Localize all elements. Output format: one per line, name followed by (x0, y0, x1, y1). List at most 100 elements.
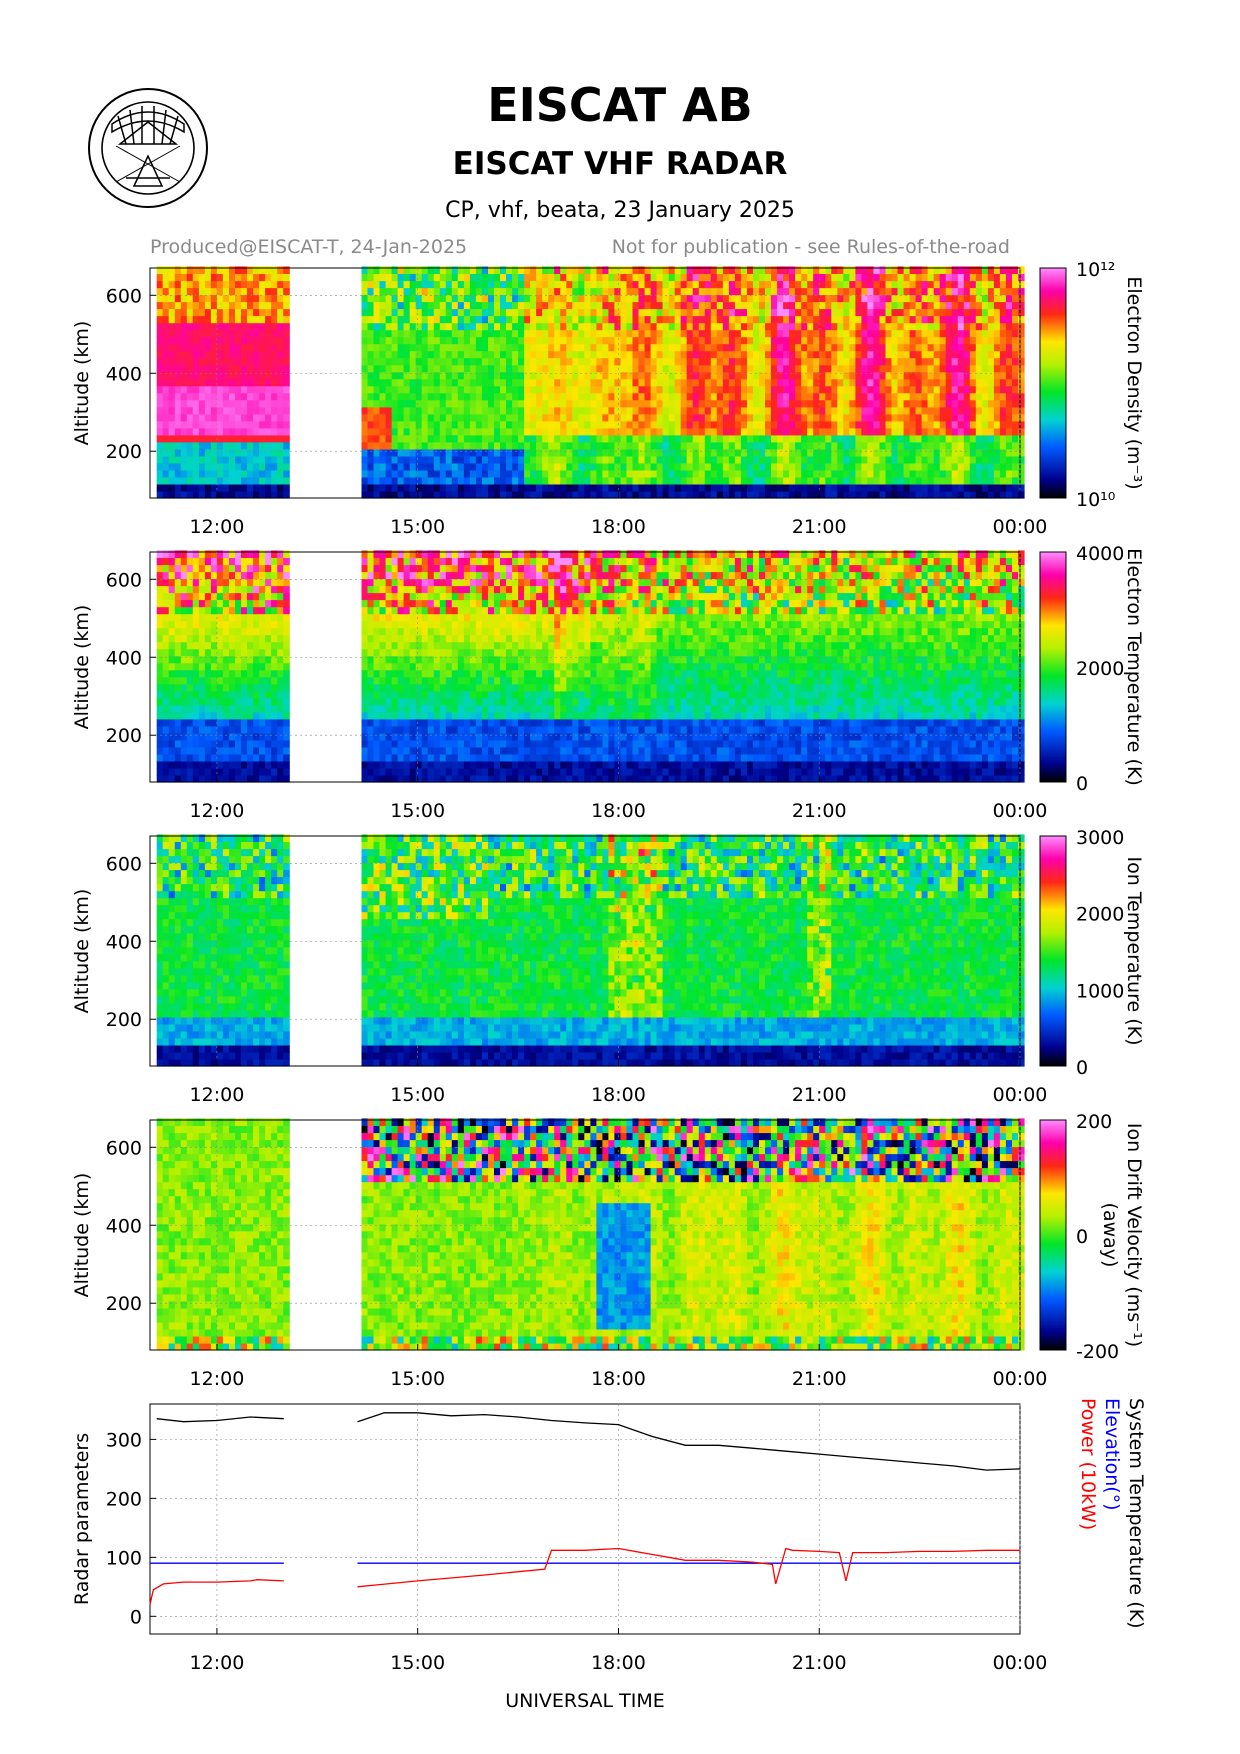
heatmap-cell (680, 427, 688, 436)
heatmap-cell (204, 399, 212, 408)
heatmap-cell (457, 364, 465, 373)
heatmap-cell (716, 301, 724, 310)
heatmap-cell (873, 469, 880, 478)
heatmap-cell (265, 462, 272, 471)
heatmap-cell (241, 462, 248, 471)
heatmap-cell (668, 378, 676, 387)
heatmap-cell (602, 434, 609, 443)
heatmap-cell (753, 371, 760, 380)
heatmap-cell (644, 484, 652, 492)
heatmap-cell (427, 385, 435, 394)
heatmap-cell (210, 739, 218, 748)
heatmap-cell (168, 273, 176, 282)
heatmap-cell (373, 280, 381, 289)
heatmap-cell (463, 399, 471, 408)
heatmap-cell (951, 469, 959, 478)
heatmap-cell (174, 676, 182, 685)
heatmap-cell (969, 399, 977, 408)
heatmap-cell (903, 378, 911, 387)
heatmap-cell (891, 287, 899, 296)
heatmap-cell (674, 469, 682, 478)
heatmap-cell (927, 329, 935, 338)
heatmap-cell (915, 308, 923, 317)
heatmap-cell (825, 280, 832, 289)
heatmap-cell (1018, 420, 1025, 429)
heatmap-cell (692, 378, 700, 387)
heatmap-cell (692, 273, 700, 282)
heatmap-cell (192, 399, 200, 408)
heatmap-cell (259, 399, 266, 408)
heatmap-cell (608, 273, 615, 282)
heatmap-cell (897, 371, 905, 380)
heatmap-cell (204, 287, 212, 296)
heatmap-cell (783, 343, 790, 352)
heatmap-cell (536, 484, 543, 492)
heatmap-cell (259, 711, 266, 720)
heatmap-cell (241, 371, 248, 380)
heatmap-cell (644, 343, 652, 352)
heatmap-cell (584, 420, 591, 429)
heatmap-cell (433, 441, 441, 450)
heatmap-cell (548, 294, 555, 303)
heatmap-cell (259, 378, 266, 387)
heatmap-cell (530, 371, 537, 380)
heatmap-cell (530, 469, 537, 478)
heatmap-cell (789, 322, 796, 331)
heatmap-cell (716, 329, 724, 338)
heatmap-cell (903, 287, 911, 296)
heatmap-cell (530, 322, 537, 331)
heatmap-cell (259, 301, 266, 310)
heatmap-cell (198, 725, 206, 734)
heatmap-cell (572, 427, 579, 436)
heatmap-cell (596, 266, 603, 274)
heatmap-cell (927, 266, 935, 274)
heatmap-cell (186, 287, 194, 296)
heatmap-cell (192, 476, 200, 485)
heatmap-cell (222, 294, 230, 303)
heatmap-cell (819, 294, 826, 303)
heatmap-cell (1005, 399, 1013, 408)
heatmap-cell (204, 378, 212, 387)
heatmap-cell (253, 571, 260, 580)
heatmap-cell (662, 364, 670, 373)
heatmap-cell (259, 592, 266, 601)
heatmap-cell (644, 491, 652, 499)
heatmap-cell (777, 371, 784, 380)
heatmap-cell (819, 280, 826, 289)
heatmap-cell (253, 280, 260, 289)
heatmap-cell (180, 364, 188, 373)
heatmap-cell (241, 669, 248, 678)
heatmap-cell (747, 350, 754, 359)
heatmap-cell (433, 287, 441, 296)
heatmap-cell (897, 378, 905, 387)
heatmap-cell (156, 266, 164, 274)
heatmap-cell (361, 371, 369, 380)
heatmap-cell (283, 392, 290, 401)
heatmap-cell (222, 322, 230, 331)
heatmap-cell (247, 571, 254, 580)
heatmap-cell (216, 690, 224, 699)
heatmap-cell (777, 336, 784, 345)
heatmap-cell (831, 399, 838, 408)
heatmap-cell (229, 315, 236, 324)
heatmap-cell (259, 427, 266, 436)
heatmap-cell (1018, 315, 1025, 324)
heatmap-cell (180, 669, 188, 678)
heatmap-cell (951, 491, 959, 499)
heatmap-cell (590, 273, 597, 282)
heatmap-cell (885, 315, 893, 324)
heatmap-cell (578, 287, 585, 296)
heatmap-cell (680, 315, 688, 324)
heatmap-cell (162, 550, 170, 558)
heatmap-cell (198, 634, 206, 643)
heatmap-cell (692, 301, 700, 310)
heatmap-cell (608, 287, 615, 296)
heatmap-cell (488, 491, 495, 499)
heatmap-cell (674, 455, 682, 464)
heatmap-cell (512, 399, 519, 408)
heatmap-cell (873, 378, 880, 387)
heatmap-cell (813, 491, 820, 499)
heatmap-cell (379, 448, 387, 457)
heatmap-cell (241, 413, 248, 422)
heatmap-cell (162, 725, 170, 734)
